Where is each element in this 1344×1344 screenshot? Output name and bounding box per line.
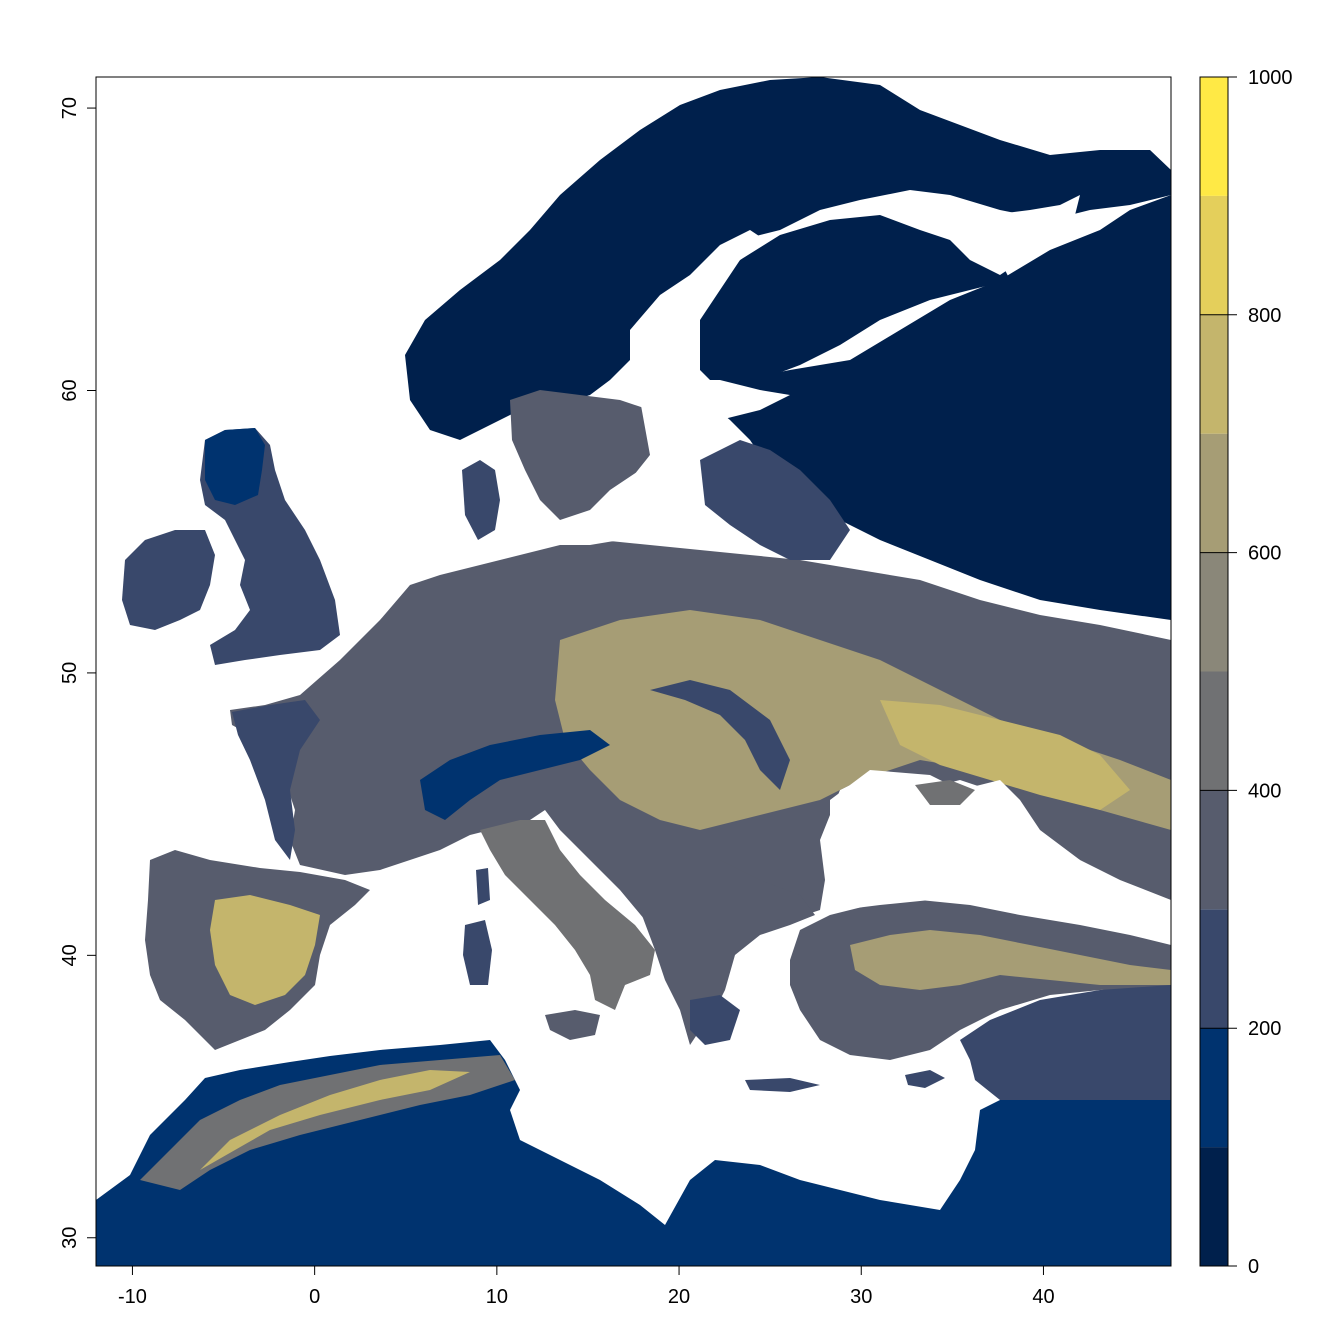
legend-bin bbox=[1200, 790, 1228, 910]
legend-color-bins bbox=[1200, 77, 1228, 1266]
legend-tick-label: 200 bbox=[1248, 1018, 1281, 1040]
legend-ticks: 0 200 400 600 800 1000 bbox=[1200, 67, 1293, 1278]
x-axis: -10 0 10 20 30 40 bbox=[118, 1266, 1055, 1308]
finland-karelia bbox=[700, 215, 1010, 390]
x-tick-label: -10 bbox=[118, 1286, 147, 1308]
x-tick-label: 10 bbox=[486, 1286, 508, 1308]
atlas-high bbox=[200, 1070, 470, 1170]
legend-tick-label: 0 bbox=[1248, 1256, 1259, 1278]
crimea bbox=[915, 780, 975, 805]
anatolia-highlands bbox=[850, 930, 1171, 990]
x-tick-label: 40 bbox=[1032, 1286, 1054, 1308]
x-tick-label: 20 bbox=[668, 1286, 690, 1308]
legend-bin bbox=[1200, 1028, 1228, 1148]
steppe-yellow bbox=[880, 700, 1130, 810]
gulf-of-bothnia bbox=[630, 230, 765, 380]
scotland-highlands bbox=[205, 428, 265, 505]
legend-bin bbox=[1200, 77, 1228, 196]
balkan-peninsula bbox=[640, 850, 815, 1045]
x-tick-label: 30 bbox=[850, 1286, 872, 1308]
map-panel bbox=[95, 76, 1172, 1267]
legend-tick-label: 1000 bbox=[1248, 67, 1293, 89]
corsica bbox=[476, 868, 490, 905]
sicily bbox=[545, 1010, 600, 1040]
cyprus bbox=[905, 1070, 945, 1088]
legend-bin bbox=[1200, 552, 1228, 672]
legend-bin bbox=[1200, 1147, 1228, 1266]
italian-peninsula bbox=[480, 820, 655, 1010]
sweden-south bbox=[510, 390, 660, 520]
map-frame bbox=[95, 76, 1172, 1267]
carpathians bbox=[650, 680, 790, 790]
france-lowland bbox=[232, 700, 320, 860]
colorbar-legend: 0 200 400 600 800 1000 bbox=[1199, 67, 1293, 1278]
y-axis: 30 40 50 60 70 bbox=[59, 97, 96, 1249]
sardinia bbox=[463, 920, 492, 985]
legend-bin bbox=[1200, 433, 1228, 553]
scandinavia-norway bbox=[405, 77, 1171, 440]
crete bbox=[745, 1078, 820, 1092]
legend-bin bbox=[1200, 314, 1228, 434]
russia-north bbox=[700, 195, 1171, 620]
iberia-meseta bbox=[210, 895, 320, 1005]
legend-bin bbox=[1200, 195, 1228, 315]
y-tick-label: 50 bbox=[59, 662, 81, 684]
middle-east-land bbox=[960, 980, 1171, 1100]
legend-tick-label: 400 bbox=[1248, 780, 1281, 802]
black-sea bbox=[825, 770, 1080, 915]
y-tick-label: 70 bbox=[59, 97, 81, 119]
legend-bin bbox=[1200, 671, 1228, 791]
alps-range bbox=[420, 730, 610, 820]
white-sea bbox=[910, 195, 1080, 275]
y-tick-label: 40 bbox=[59, 944, 81, 966]
y-tick-label: 30 bbox=[59, 1227, 81, 1249]
legend-bin bbox=[1200, 909, 1228, 1029]
denmark-jutland bbox=[462, 460, 500, 540]
greece-south bbox=[690, 995, 740, 1045]
legend-tick-label: 800 bbox=[1248, 305, 1281, 327]
x-tick-label: 0 bbox=[309, 1286, 320, 1308]
baltic-states bbox=[700, 440, 850, 560]
land-raster bbox=[96, 77, 1171, 1266]
y-tick-label: 60 bbox=[59, 379, 81, 401]
ireland bbox=[122, 530, 215, 630]
legend-tick-label: 600 bbox=[1248, 543, 1281, 565]
baltic-sea bbox=[560, 380, 790, 545]
